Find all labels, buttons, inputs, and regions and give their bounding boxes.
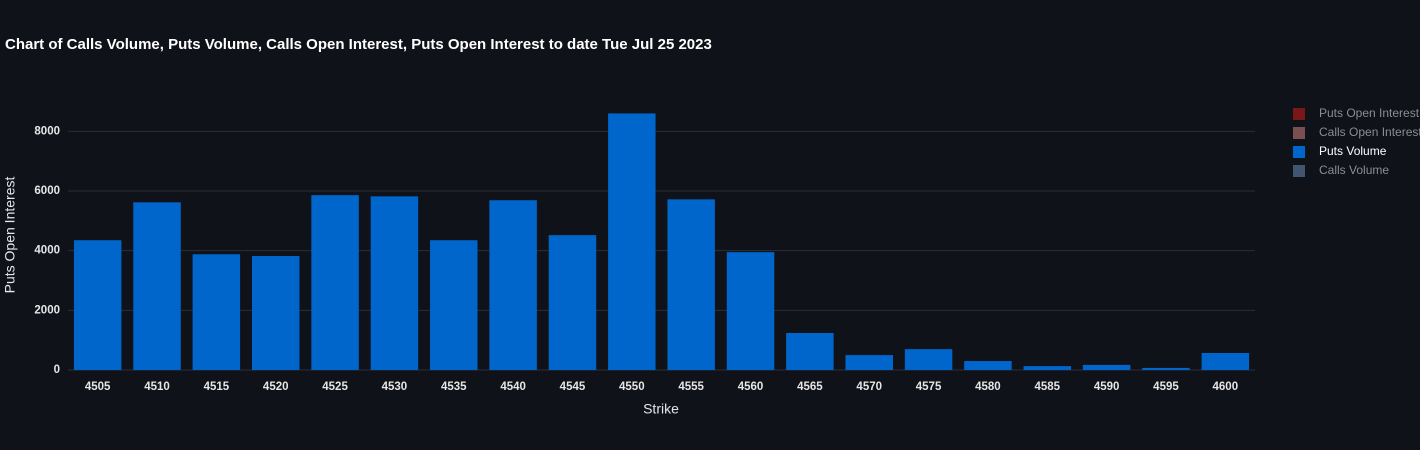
x-tick-label: 4590 [1094, 381, 1120, 393]
x-tick-label: 4545 [560, 381, 586, 393]
bar [192, 254, 241, 370]
bar [548, 235, 597, 370]
x-tick-label: 4525 [322, 381, 348, 393]
x-tick-label: 4595 [1153, 381, 1179, 393]
x-tick-label: 4540 [500, 381, 526, 393]
x-tick-label: 4585 [1034, 381, 1060, 393]
legend-swatch[interactable] [1293, 165, 1305, 177]
legend-label[interactable]: Calls Open Interest [1319, 125, 1420, 139]
legend-label[interactable]: Puts Volume [1319, 144, 1387, 158]
legend-label[interactable]: Puts Open Interest [1319, 106, 1420, 120]
bar [311, 195, 359, 370]
legend-label[interactable]: Calls Volume [1319, 163, 1389, 177]
x-tick-label: 4565 [797, 381, 823, 393]
x-tick-label: 4575 [916, 381, 942, 393]
bar [1023, 366, 1072, 370]
x-tick-label: 4600 [1213, 381, 1239, 393]
x-tick-label: 4555 [678, 381, 704, 393]
legend-swatch[interactable] [1293, 127, 1305, 139]
bar [489, 200, 537, 370]
bar [370, 196, 419, 370]
legend-swatch[interactable] [1293, 108, 1305, 120]
legend-swatch[interactable] [1293, 146, 1305, 158]
bar [1201, 352, 1250, 370]
x-tick-label: 4505 [85, 381, 111, 393]
bar [1082, 364, 1131, 370]
bar [430, 240, 478, 370]
y-tick-label: 8000 [34, 125, 60, 137]
x-tick-label: 4520 [263, 381, 289, 393]
x-tick-label: 4530 [382, 381, 408, 393]
bar [251, 256, 300, 370]
x-tick-label: 4550 [619, 381, 645, 393]
y-tick-label: 6000 [34, 185, 60, 197]
bar [786, 333, 834, 370]
y-axis-title: Puts Open Interest [2, 177, 18, 294]
x-axis-title: Strike [643, 401, 679, 417]
x-tick-label: 4570 [856, 381, 882, 393]
chart-title: Chart of Calls Volume, Puts Volume, Call… [5, 36, 712, 53]
y-tick-label: 0 [54, 364, 60, 376]
x-tick-label: 4515 [204, 381, 230, 393]
bar [1142, 367, 1190, 370]
x-tick-label: 4510 [144, 381, 170, 393]
y-tick-label: 4000 [34, 245, 60, 257]
bar [726, 252, 775, 370]
x-tick-label: 4580 [975, 381, 1001, 393]
bar [133, 202, 181, 370]
bar [667, 199, 715, 370]
x-tick-label: 4535 [441, 381, 467, 393]
bar [904, 349, 953, 370]
bar [964, 361, 1012, 370]
bar [73, 240, 122, 370]
y-tick-label: 2000 [34, 304, 60, 316]
bar [845, 355, 893, 370]
x-tick-label: 4560 [738, 381, 764, 393]
bar [608, 113, 656, 370]
